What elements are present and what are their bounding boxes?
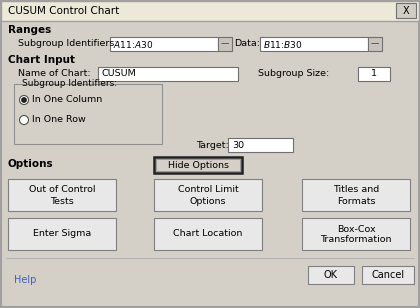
Text: Cancel: Cancel [371, 270, 404, 280]
Text: CUSUM: CUSUM [101, 70, 136, 79]
Text: Subgroup Size:: Subgroup Size: [258, 70, 329, 79]
Text: Formats: Formats [337, 197, 375, 205]
Circle shape [22, 98, 26, 102]
Text: Tests: Tests [50, 197, 74, 205]
Bar [302, 179, 410, 211]
Bar [14, 84, 162, 144]
Text: Chart Input: Chart Input [8, 55, 75, 65]
Bar [362, 266, 414, 284]
Text: Chart Location: Chart Location [173, 229, 243, 238]
Text: —: — [221, 39, 229, 48]
Text: Name of Chart:: Name of Chart: [18, 70, 91, 79]
Bar [368, 37, 382, 51]
Text: Ranges: Ranges [8, 25, 51, 35]
Bar [154, 218, 262, 250]
Text: Enter Sigma: Enter Sigma [33, 229, 91, 238]
Circle shape [19, 116, 29, 124]
Bar [154, 179, 262, 211]
Bar [308, 266, 354, 284]
Bar [110, 37, 218, 51]
Text: Help: Help [14, 275, 37, 285]
Bar [8, 218, 116, 250]
Text: Control Limit: Control Limit [178, 185, 239, 194]
Text: X: X [403, 6, 410, 15]
Text: Target:: Target: [196, 140, 229, 149]
Text: Subgroup Identifiers:: Subgroup Identifiers: [18, 39, 118, 48]
Bar [396, 3, 416, 18]
Bar [1, 1, 419, 21]
Text: 1: 1 [371, 70, 377, 79]
Text: —: — [371, 39, 379, 48]
Text: $A$11:$A$30: $A$11:$A$30 [113, 38, 153, 50]
Text: Out of Control: Out of Control [29, 185, 95, 194]
Text: Box-Cox: Box-Cox [337, 225, 375, 233]
Bar [302, 218, 410, 250]
Text: $B$11:$B$30: $B$11:$B$30 [263, 38, 303, 50]
Text: Options: Options [190, 197, 226, 205]
Text: Titles and: Titles and [333, 185, 379, 194]
Text: In One Row: In One Row [32, 116, 86, 124]
Text: In One Column: In One Column [32, 95, 102, 104]
Bar [8, 179, 116, 211]
Text: CUSUM Control Chart: CUSUM Control Chart [8, 6, 119, 16]
Text: 30: 30 [232, 140, 244, 149]
Bar [358, 67, 390, 81]
Bar [218, 37, 232, 51]
Bar [156, 159, 240, 171]
Circle shape [19, 95, 29, 104]
Bar [154, 157, 242, 173]
Text: Data:: Data: [234, 39, 260, 48]
Bar [228, 138, 293, 152]
Bar [260, 37, 368, 51]
Text: Options: Options [8, 159, 54, 169]
Text: Transformation: Transformation [320, 236, 392, 245]
Bar [98, 67, 238, 81]
Text: Subgroup Identifiers:: Subgroup Identifiers: [22, 79, 117, 88]
Text: Hide Options: Hide Options [168, 160, 228, 169]
Text: OK: OK [324, 270, 338, 280]
